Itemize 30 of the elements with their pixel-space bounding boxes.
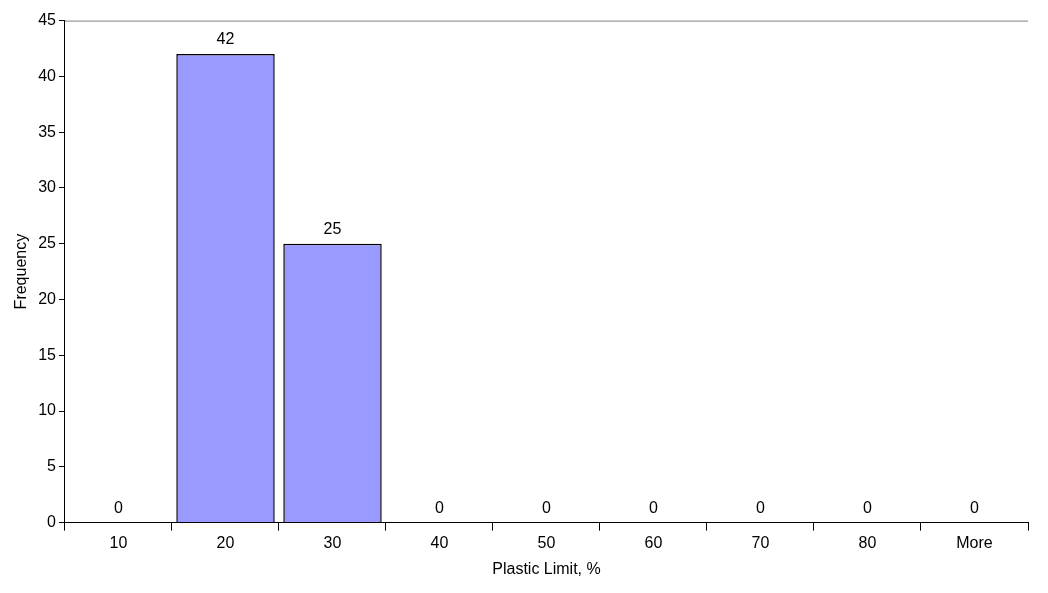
- x-tick-label: 60: [644, 533, 663, 551]
- x-tick-label: 10: [109, 533, 128, 551]
- data-label: 0: [756, 499, 766, 517]
- data-label: 25: [323, 220, 342, 238]
- y-tick-label: 40: [38, 66, 57, 84]
- y-tick-label: 45: [38, 11, 57, 29]
- y-tick-label: 35: [38, 122, 57, 140]
- x-tick-label: 30: [323, 533, 342, 551]
- data-label: 0: [649, 499, 659, 517]
- x-axis-title: Plastic Limit, %: [492, 559, 601, 577]
- data-label: 0: [970, 499, 980, 517]
- data-label: 0: [114, 499, 124, 517]
- x-tick-label: 50: [537, 533, 556, 551]
- x-tick-label: 40: [430, 533, 449, 551]
- data-label: 0: [435, 499, 445, 517]
- x-tick-label: More: [956, 533, 993, 551]
- y-tick-label: 15: [38, 345, 57, 363]
- x-tick-label: 20: [216, 533, 235, 551]
- y-tick-label: 20: [38, 289, 57, 307]
- y-tick-label: 0: [47, 513, 57, 531]
- y-tick-label: 25: [38, 234, 57, 252]
- data-label: 42: [216, 30, 235, 48]
- y-tick-label: 30: [38, 178, 57, 196]
- x-tick-label: 70: [751, 533, 770, 551]
- y-tick-label: 10: [38, 401, 57, 419]
- data-label: 0: [863, 499, 873, 517]
- x-tick-label: 80: [858, 533, 877, 551]
- y-tick-label: 5: [47, 457, 57, 475]
- y-axis-title: Frequency: [12, 233, 30, 310]
- data-label: 0: [542, 499, 552, 517]
